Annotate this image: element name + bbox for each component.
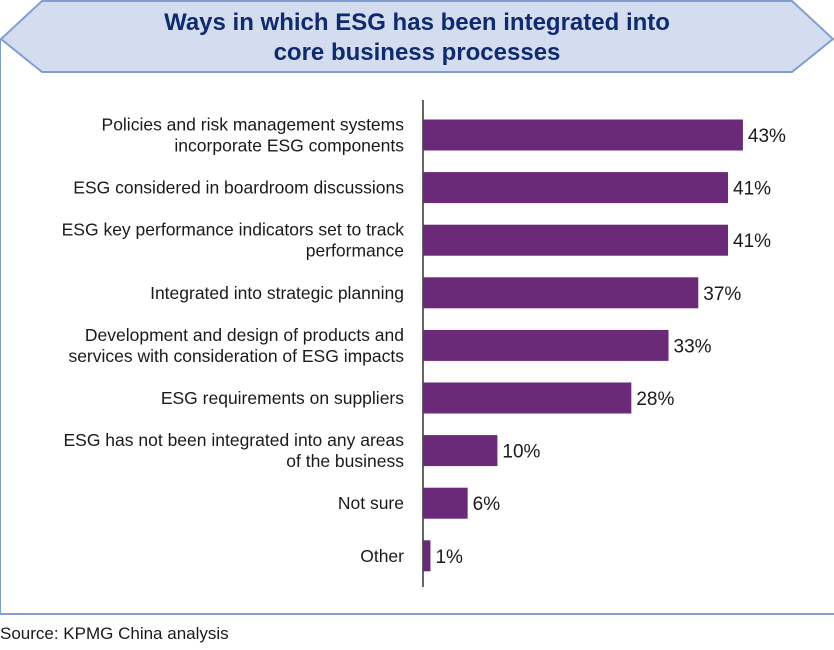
category-label: performance [306, 241, 404, 261]
bar [423, 119, 743, 151]
bar [423, 224, 729, 256]
category-label: Integrated into strategic planning [150, 283, 404, 303]
bar-value-label: 37% [703, 284, 741, 305]
category-label: services with consideration of ESG impac… [68, 346, 404, 366]
category-label: Other [360, 546, 404, 566]
category-label: Policies and risk management systems [102, 115, 405, 135]
category-label: incorporate ESG components [174, 136, 404, 156]
bar [423, 172, 729, 204]
category-label: Development and design of products and [85, 325, 404, 345]
bar [423, 487, 468, 519]
bar-value-label: 33% [674, 336, 712, 357]
bar-value-label: 41% [733, 231, 771, 252]
title-banner [0, 0, 834, 73]
bar [423, 382, 632, 414]
chart-title-line-1: Ways in which ESG has been integrated in… [164, 9, 670, 36]
frame-border [0, 39, 834, 615]
bar-value-label: 10% [502, 442, 540, 463]
category-label: ESG considered in boardroom discussions [73, 178, 404, 198]
bar-value-label: 28% [636, 389, 674, 410]
bar-value-label: 43% [748, 126, 786, 147]
bars-layer: 43% Policies and risk management systemsi… [62, 115, 786, 572]
bar [423, 277, 699, 309]
bar [423, 540, 431, 572]
category-label: ESG requirements on suppliers [161, 388, 404, 408]
source-note: Source: KPMG China analysis [0, 624, 229, 643]
category-label: ESG key performance indicators set to tr… [62, 220, 405, 240]
chart-title-line-2: core business processes [274, 39, 561, 66]
bar-value-label: 1% [435, 547, 463, 568]
bar-value-label: 6% [473, 494, 501, 515]
category-label: Not sure [338, 493, 404, 513]
bar [423, 329, 669, 361]
bar-value-label: 41% [733, 179, 771, 200]
category-label: of the business [286, 451, 404, 471]
bar [423, 435, 498, 467]
category-label: ESG has not been integrated into any are… [63, 430, 404, 450]
